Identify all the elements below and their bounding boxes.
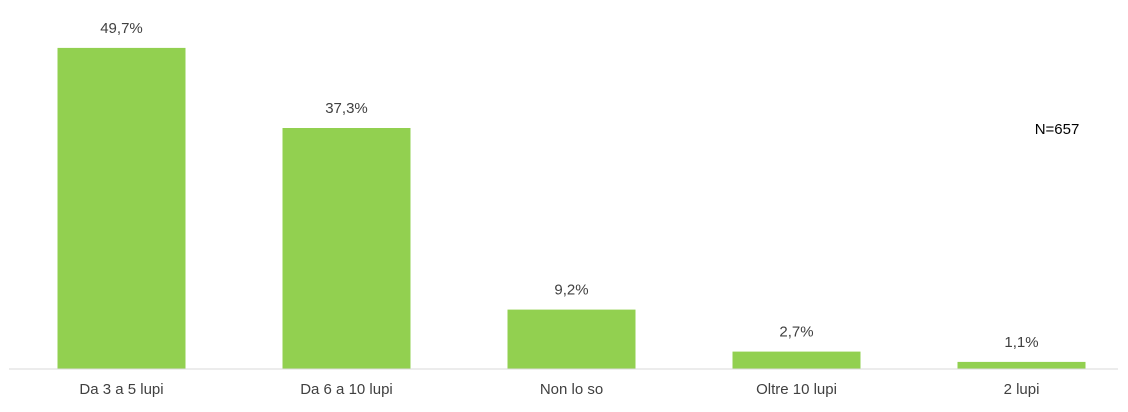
bar-3 <box>507 309 636 369</box>
bar-5 <box>957 361 1086 369</box>
value-label-3: 9,2% <box>554 282 588 299</box>
bar-1 <box>57 47 186 370</box>
category-label-2: Da 6 a 10 lupi <box>300 381 393 398</box>
value-label-1: 49,7% <box>100 20 143 37</box>
bar-4 <box>732 351 861 369</box>
category-label-4: Oltre 10 lupi <box>756 381 837 398</box>
category-label-3: Non lo so <box>540 381 603 398</box>
category-label-1: Da 3 a 5 lupi <box>79 381 163 398</box>
value-label-5: 1,1% <box>1004 334 1038 351</box>
bar-2 <box>282 128 411 369</box>
bars-layer <box>57 47 1086 370</box>
value-label-2: 37,3% <box>325 100 368 117</box>
category-label-5: 2 lupi <box>1004 381 1040 398</box>
value-label-4: 2,7% <box>779 324 813 341</box>
labels-layer: 49,7% Da 3 a 5 lupi 37,3% Da 6 a 10 lupi 9,2… <box>79 20 1039 398</box>
sample-size-annotation: N=657 <box>1035 121 1080 138</box>
